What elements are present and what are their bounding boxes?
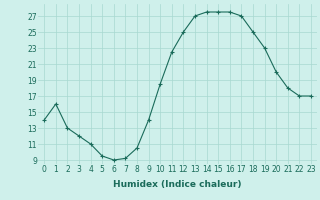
X-axis label: Humidex (Indice chaleur): Humidex (Indice chaleur) bbox=[113, 180, 242, 189]
